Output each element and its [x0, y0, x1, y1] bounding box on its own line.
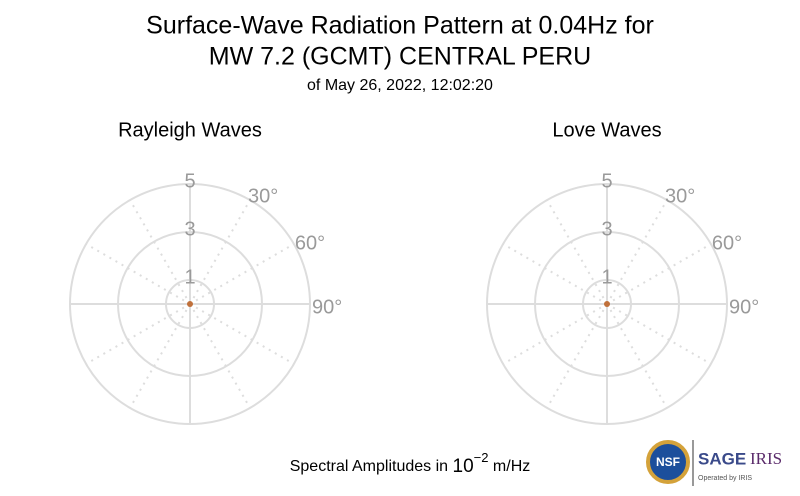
r-tick-label: 3 — [601, 218, 612, 240]
theta-tick-label: 60° — [295, 232, 325, 254]
nsf-text: NSF — [656, 455, 680, 469]
theta-tick-label: 90° — [729, 296, 759, 318]
spoke — [546, 303, 608, 409]
r-grid-circle — [582, 279, 632, 329]
spoke — [546, 199, 608, 305]
spoke — [606, 303, 668, 409]
spoke — [189, 303, 295, 365]
r-grid-circle — [486, 183, 728, 425]
theta-tick-label: 30° — [248, 185, 278, 207]
r-tick-label: 5 — [184, 170, 195, 192]
data-point — [187, 301, 193, 307]
spoke — [129, 199, 191, 305]
r-tick-label: 1 — [184, 266, 195, 288]
title-line: Surface-Wave Radiation Pattern at 0.04Hz… — [146, 12, 654, 40]
r-grid-circle — [534, 231, 680, 377]
spoke — [502, 303, 608, 365]
r-tick-label: 3 — [184, 218, 195, 240]
r-grid-circle — [117, 231, 263, 377]
footer-unit: m/Hz — [493, 458, 530, 475]
footer-base: 10 — [453, 456, 474, 477]
spoke — [189, 303, 251, 409]
iris-text: IRIS — [750, 449, 782, 468]
spoke — [502, 243, 608, 305]
spoke — [606, 199, 668, 305]
nsf-logo — [646, 440, 690, 484]
subtitle: of May 26, 2022, 12:02:20 — [307, 77, 493, 94]
spoke — [129, 303, 191, 409]
spoke — [189, 199, 251, 305]
spoke — [606, 243, 712, 305]
spoke — [606, 303, 712, 365]
r-grid-circle — [69, 183, 311, 425]
theta-tick-label: 90° — [312, 296, 342, 318]
title-line: MW 7.2 (GCMT) CENTRAL PERU — [209, 43, 591, 71]
spoke — [85, 243, 191, 305]
operator-text: Operated by IRIS — [698, 475, 752, 482]
footer-exponent: −2 — [474, 450, 489, 465]
chart-title: Love Waves — [552, 119, 661, 141]
r-tick-label: 1 — [601, 266, 612, 288]
logos: NSF SAGE IRIS Operated by IRIS — [646, 440, 782, 486]
spoke — [85, 303, 191, 365]
r-tick-label: 5 — [601, 170, 612, 192]
theta-tick-label: 30° — [665, 185, 695, 207]
chart-title: Rayleigh Waves — [118, 119, 262, 141]
sage-text: SAGE — [698, 449, 746, 468]
data-point — [604, 301, 610, 307]
spoke — [189, 243, 295, 305]
footer-text: Spectral Amplitudes in — [290, 458, 448, 475]
theta-tick-label: 60° — [712, 232, 742, 254]
r-grid-circle — [165, 279, 215, 329]
footer: Spectral Amplitudes in 10−2 m/Hz — [290, 450, 531, 477]
